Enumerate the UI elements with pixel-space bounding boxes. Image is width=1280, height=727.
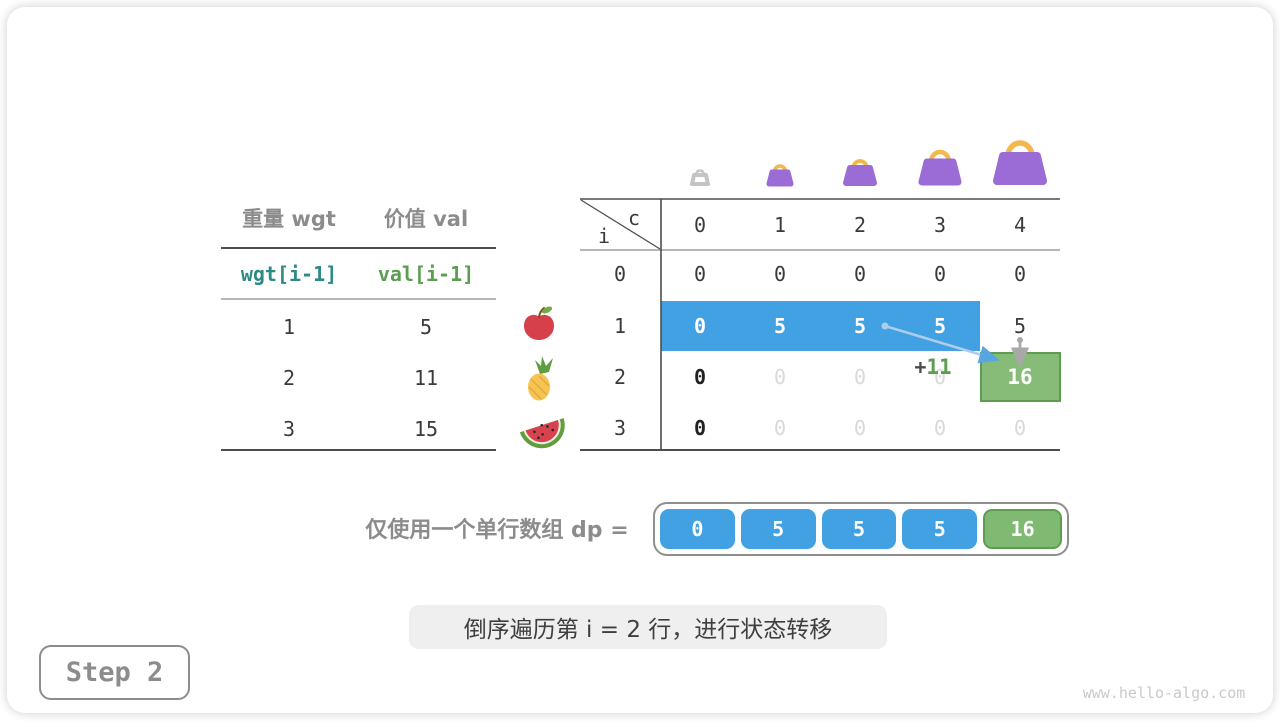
dp-array-label: 仅使用一个单行数组 dp = — [365, 518, 629, 543]
dp-cell-highlighted: 5 — [773, 314, 787, 338]
row-header: 2 — [613, 365, 627, 389]
bag-medium-icon — [843, 159, 877, 186]
dp-cell-ghost: 0 — [933, 416, 947, 440]
left-table-val-index: val[i-1] — [377, 262, 475, 286]
dp-array-cell: 5 — [902, 509, 978, 549]
bag-xlarge-icon — [993, 140, 1047, 185]
left-table-cell: 5 — [419, 315, 433, 339]
dp-array-container: 0 5 5 5 16 — [653, 502, 1069, 556]
left-table-cell: 1 — [282, 315, 296, 339]
caption-pill: 倒序遍历第 i = 2 行，进行状态转移 — [409, 605, 887, 649]
dp-cell-ghost: 0 — [933, 365, 947, 389]
plus-sign: + — [914, 355, 927, 379]
left-table-cell: 2 — [282, 366, 296, 390]
dp-cell: 0 — [853, 262, 867, 286]
apple-icon — [524, 306, 554, 340]
dp-row1-highlight-band — [661, 301, 980, 351]
dp-cell-highlighted: 5 — [853, 314, 867, 338]
corner-row-var: i — [597, 224, 611, 248]
left-table-header-value: 价值 val — [383, 207, 469, 231]
left-table-cell: 11 — [413, 366, 439, 390]
dp-array-cell: 0 — [660, 509, 735, 549]
col-header: 2 — [853, 213, 867, 237]
dp-cell-ghost: 0 — [773, 416, 787, 440]
dp-array-cell-updated: 16 — [983, 509, 1062, 549]
col-header: 4 — [1013, 213, 1027, 237]
dp-cell: 0 — [693, 416, 707, 440]
figure-canvas: 重量 wgt 价值 val wgt[i-1] val[i-1] 1 5 2 11… — [7, 7, 1273, 713]
dp-cell: 5 — [1013, 314, 1027, 338]
dp-cell-ghost: 0 — [773, 365, 787, 389]
bag-outline-icon — [690, 169, 710, 186]
left-table-wgt-index: wgt[i-1] — [240, 262, 338, 286]
dp-cell-highlighted: 0 — [693, 314, 707, 338]
corner-diagonal — [580, 199, 661, 250]
dp-array-cell: 5 — [740, 509, 816, 549]
col-header: 0 — [693, 213, 707, 237]
row-header: 0 — [613, 262, 627, 286]
col-header: 3 — [933, 213, 947, 237]
watermark: www.hello-algo.com — [1082, 684, 1246, 702]
corner-col-var: c — [627, 206, 641, 230]
col-header: 1 — [773, 213, 787, 237]
dp-cell: 0 — [773, 262, 787, 286]
row-header: 3 — [613, 416, 627, 440]
bag-small-icon — [766, 164, 794, 187]
dp-cell: 0 — [1013, 262, 1027, 286]
dp-cell-ghost: 0 — [853, 416, 867, 440]
row-header: 1 — [613, 314, 627, 338]
dp-cell-ghost: 0 — [1013, 416, 1027, 440]
pineapple-icon — [528, 356, 553, 401]
dp-cell: 0 — [693, 365, 707, 389]
left-table-cell: 15 — [413, 417, 439, 441]
dp-cell-highlighted: 5 — [933, 314, 947, 338]
bag-large-icon — [918, 149, 962, 186]
left-table-header-weight: 重量 wgt — [242, 207, 336, 231]
dp-cell-new-value: 16 — [1007, 365, 1033, 389]
dp-cell: 0 — [933, 262, 947, 286]
plus-value-annotation: +11 — [914, 355, 951, 379]
dp-cell-ghost: 0 — [853, 365, 867, 389]
dp-cell: 0 — [693, 262, 707, 286]
dp-array-cell: 5 — [821, 509, 897, 549]
added-value: 11 — [926, 355, 952, 379]
step-badge: Step 2 — [39, 645, 190, 700]
watermelon-icon — [519, 418, 565, 449]
left-table-cell: 3 — [282, 417, 296, 441]
